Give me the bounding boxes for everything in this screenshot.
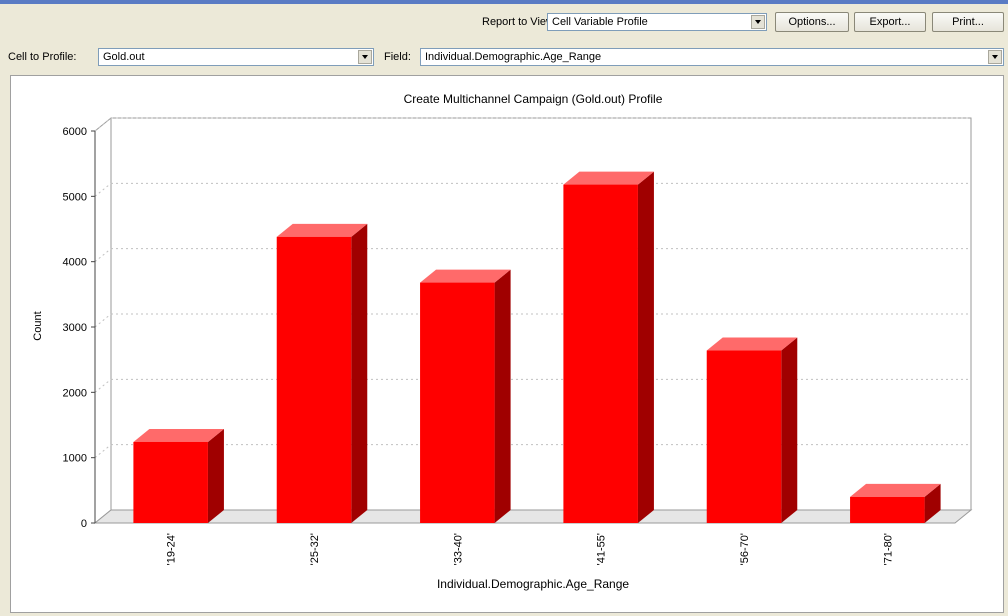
gridline-side xyxy=(94,378,112,393)
field-value: Individual.Demographic.Age_Range xyxy=(425,51,602,63)
chevron-down-icon[interactable] xyxy=(358,50,372,64)
gridline-side xyxy=(94,182,112,197)
bar xyxy=(706,350,782,523)
bar xyxy=(276,236,352,523)
bar-side xyxy=(637,171,654,523)
options-button[interactable]: Options... xyxy=(775,12,849,32)
bar-side xyxy=(207,428,224,523)
x-tick-label: '56-70' xyxy=(739,533,751,565)
bar-top xyxy=(706,337,798,351)
bar-chart: 0 1000 2000 3000 4000 5000 6000 '19-24' '25-32' '… xyxy=(32,92,973,591)
x-axis-label: Individual.Demographic.Age_Range xyxy=(437,577,629,591)
bar-side xyxy=(924,483,941,523)
bar xyxy=(850,496,925,523)
export-button[interactable]: Export... xyxy=(854,12,926,32)
bar-top xyxy=(133,428,224,442)
chevron-down-icon[interactable] xyxy=(751,15,765,29)
bar-side xyxy=(351,223,368,523)
bar xyxy=(420,282,495,523)
chevron-down-icon[interactable] xyxy=(988,50,1002,64)
y-tick-label: 6000 xyxy=(63,126,87,138)
cell-to-profile-value: Gold.out xyxy=(103,51,145,63)
gridline-side xyxy=(94,313,112,328)
chart-panel: 0 1000 2000 3000 4000 5000 6000 '19-24' '25-32' '… xyxy=(10,75,1004,613)
gridline-side xyxy=(94,117,112,132)
cell-to-profile-select[interactable]: Gold.out xyxy=(98,48,374,66)
x-tick-label: '71-80' xyxy=(882,533,894,565)
report-to-view-select[interactable]: Cell Variable Profile xyxy=(547,13,767,31)
y-tick-label: 3000 xyxy=(63,322,87,334)
bar-top xyxy=(420,269,511,283)
x-tick-label: '41-55' xyxy=(596,533,608,565)
cell-to-profile-label: Cell to Profile: xyxy=(8,51,77,63)
report-to-view-label: Report to View: xyxy=(482,16,558,28)
y-axis-label: Count xyxy=(32,311,44,340)
bar-top xyxy=(850,483,941,497)
chart-floor xyxy=(93,509,973,524)
bar-side xyxy=(494,269,511,523)
bar-top xyxy=(563,171,654,185)
x-tick-label: '33-40' xyxy=(452,533,464,565)
y-tick-label: 1000 xyxy=(63,453,87,465)
chart-title: Create Multichannel Campaign (Gold.out) … xyxy=(404,92,663,106)
field-select[interactable]: Individual.Demographic.Age_Range xyxy=(420,48,1004,66)
bar xyxy=(133,441,208,523)
field-label: Field: xyxy=(384,51,411,63)
y-tick-label: 2000 xyxy=(63,387,87,399)
y-tick-label: 4000 xyxy=(63,257,87,269)
window-top-border xyxy=(0,0,1008,4)
x-tick-label: '25-32' xyxy=(309,533,321,565)
report-to-view-value: Cell Variable Profile xyxy=(552,16,648,28)
y-tick-label: 5000 xyxy=(63,191,87,203)
bar-top xyxy=(276,223,368,237)
bar-side xyxy=(781,337,798,523)
gridline-side xyxy=(94,444,112,459)
x-tick-label: '19-24' xyxy=(166,533,178,565)
print-button[interactable]: Print... xyxy=(932,12,1004,32)
gridline-side xyxy=(94,248,112,263)
bar xyxy=(563,184,638,523)
y-tick-label: 0 xyxy=(81,518,87,530)
